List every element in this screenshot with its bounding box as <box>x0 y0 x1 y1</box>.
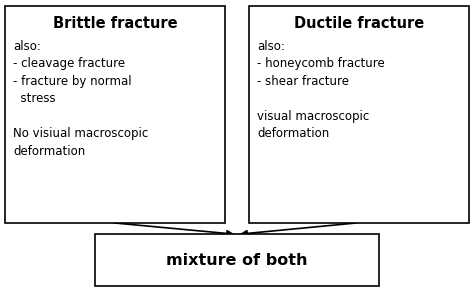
Text: also:
- cleavage fracture
- fracture by normal
  stress

No visiual macroscopic
: also: - cleavage fracture - fracture by … <box>13 40 148 158</box>
FancyBboxPatch shape <box>5 6 225 223</box>
Text: also:
- honeycomb fracture
- shear fracture

visual macroscopic
deformation: also: - honeycomb fracture - shear fract… <box>257 40 385 140</box>
Text: mixture of both: mixture of both <box>166 253 308 268</box>
Text: Ductile fracture: Ductile fracture <box>294 16 424 31</box>
FancyBboxPatch shape <box>95 234 379 286</box>
FancyBboxPatch shape <box>249 6 469 223</box>
Text: Brittle fracture: Brittle fracture <box>53 16 177 31</box>
